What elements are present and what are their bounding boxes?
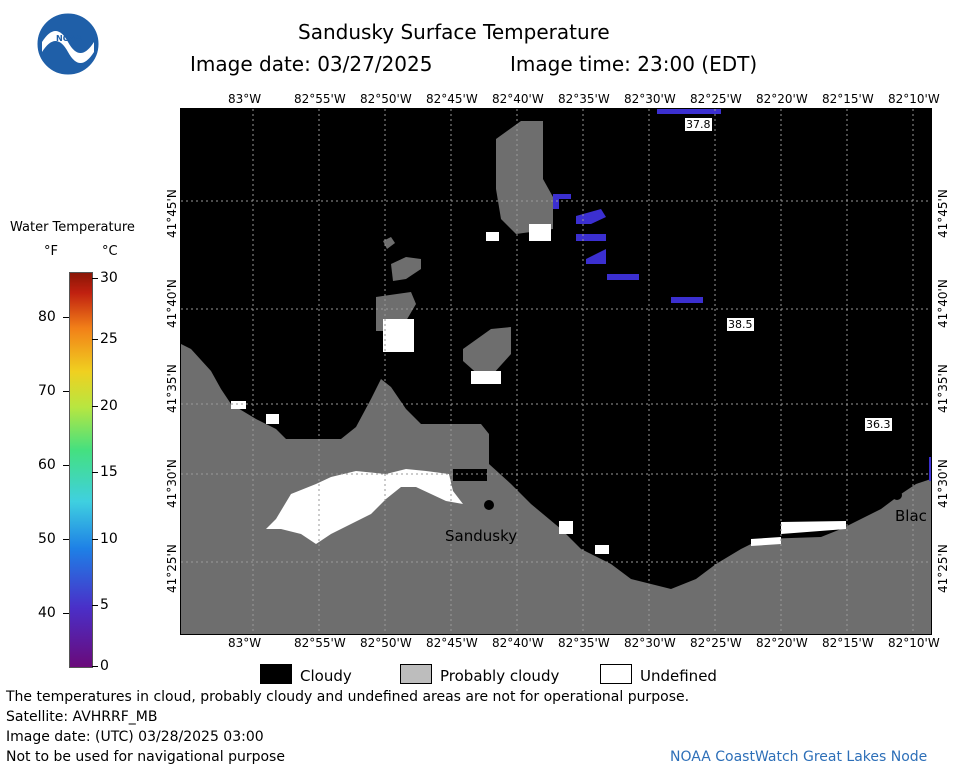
legend-label-probably-cloudy: Probably cloudy xyxy=(440,667,560,685)
latitude-label-right: 41°35'N xyxy=(936,364,950,413)
temp-label-3: 36.3 xyxy=(864,417,893,432)
colorbar-f-tickmark xyxy=(63,613,69,614)
colorbar-c-tick: 25 xyxy=(100,331,118,347)
longitude-label-bottom: 82°35'W xyxy=(558,636,610,650)
footer-utc-date: Image date: (UTC) 03/28/2025 03:00 xyxy=(6,729,264,745)
island-kelleys xyxy=(496,121,553,234)
legend-swatch-probably-cloudy xyxy=(400,664,432,684)
colorbar-c-tickmark xyxy=(92,472,98,473)
latitude-label-right: 41°25'N xyxy=(936,544,950,593)
colorbar xyxy=(69,272,93,668)
longitude-label-bottom: 82°25'W xyxy=(690,636,742,650)
latitude-label-left: 41°40'N xyxy=(165,279,179,328)
graticule xyxy=(181,109,931,634)
longitude-label-top: 82°40'W xyxy=(492,92,544,106)
colorbar-c-tickmark xyxy=(92,539,98,540)
longitude-label-bottom: 82°20'W xyxy=(756,636,808,650)
land-area xyxy=(181,344,931,634)
blac-marker xyxy=(892,490,902,500)
sandusky-marker xyxy=(484,500,494,510)
colorbar-c-tick: 10 xyxy=(100,531,118,547)
longitude-label-bottom: 82°30'W xyxy=(624,636,676,650)
colorbar-c-tickmark xyxy=(92,605,98,606)
longitude-label-top: 82°30'W xyxy=(624,92,676,106)
image-date: Image date: 03/27/2025 xyxy=(190,52,433,76)
colorbar-c-tick: 15 xyxy=(100,464,118,480)
longitude-label-top: 82°45'W xyxy=(426,92,478,106)
colorbar-f-tick: 70 xyxy=(38,383,56,399)
colorbar-title: Water Temperature xyxy=(10,220,135,235)
latitude-label-left: 41°25'N xyxy=(165,544,179,593)
image-time: Image time: 23:00 (EDT) xyxy=(510,52,758,76)
footer-credit: NOAA CoastWatch Great Lakes Node xyxy=(670,749,928,765)
colorbar-f-tickmark xyxy=(63,317,69,318)
latitude-label-left: 41°30'N xyxy=(165,459,179,508)
colorbar-unit-f: °F xyxy=(44,244,58,259)
colorbar-f-tick: 80 xyxy=(38,309,56,325)
longitude-label-top: 83°W xyxy=(228,92,262,106)
colorbar-f-tick: 40 xyxy=(38,605,56,621)
longitude-label-bottom: 82°40'W xyxy=(492,636,544,650)
undefined-area xyxy=(266,469,463,544)
city-label-sandusky: Sandusky xyxy=(445,527,518,545)
longitude-label-top: 82°35'W xyxy=(558,92,610,106)
longitude-label-bottom: 82°55'W xyxy=(294,636,346,650)
latitude-label-left: 41°45'N xyxy=(165,189,179,238)
legend-label-undefined: Undefined xyxy=(640,667,717,685)
logo-text: NOAA xyxy=(56,34,82,43)
temperature-map: Sandusky Blac 37.8 38.5 36.3 xyxy=(180,108,932,635)
legend-swatch-undefined xyxy=(600,664,632,684)
colorbar-unit-c: °C xyxy=(102,244,118,259)
colorbar-f-tickmark xyxy=(63,391,69,392)
longitude-label-top: 82°25'W xyxy=(690,92,742,106)
latitude-label-right: 41°45'N xyxy=(936,189,950,238)
colorbar-c-tick: 5 xyxy=(100,597,109,613)
footer-nav-warning: Not to be used for navigational purpose xyxy=(6,749,285,765)
longitude-label-bottom: 82°10'W xyxy=(888,636,940,650)
colorbar-c-tickmark xyxy=(92,278,98,279)
colorbar-f-tick: 60 xyxy=(38,457,56,473)
longitude-label-top: 82°15'W xyxy=(822,92,874,106)
colorbar-c-tickmark xyxy=(92,666,98,667)
latitude-label-right: 41°30'N xyxy=(936,459,950,508)
page-title: Sandusky Surface Temperature xyxy=(298,20,610,44)
footer-satellite: Satellite: AVHRRF_MB xyxy=(6,709,158,725)
longitude-label-top: 82°55'W xyxy=(294,92,346,106)
map-canvas xyxy=(181,109,931,634)
legend-swatch-cloudy xyxy=(260,664,292,684)
longitude-label-top: 82°20'W xyxy=(756,92,808,106)
longitude-label-bottom: 83°W xyxy=(228,636,262,650)
noaa-logo: NOAA xyxy=(36,12,100,76)
longitude-label-top: 82°50'W xyxy=(360,92,412,106)
temp-label-2: 38.5 xyxy=(726,317,755,332)
longitude-label-top: 82°10'W xyxy=(888,92,940,106)
colorbar-f-tickmark xyxy=(63,539,69,540)
longitude-label-bottom: 82°45'W xyxy=(426,636,478,650)
colorbar-c-tickmark xyxy=(92,339,98,340)
colorbar-f-tick: 50 xyxy=(38,531,56,547)
latitude-label-left: 41°35'N xyxy=(165,364,179,413)
island-bass xyxy=(391,257,421,281)
island-johnson xyxy=(463,327,511,377)
legend-label-cloudy: Cloudy xyxy=(300,667,352,685)
colorbar-c-tickmark xyxy=(92,406,98,407)
temp-label-1: 37.8 xyxy=(684,117,713,132)
colorbar-f-tickmark xyxy=(63,465,69,466)
longitude-label-bottom: 82°50'W xyxy=(360,636,412,650)
city-label-blac: Blac xyxy=(895,507,927,525)
longitude-label-bottom: 82°15'W xyxy=(822,636,874,650)
colorbar-c-tick: 0 xyxy=(100,658,109,674)
footer-disclaimer: The temperatures in cloud, probably clou… xyxy=(6,689,690,705)
colorbar-c-tick: 20 xyxy=(100,398,118,414)
latitude-label-right: 41°40'N xyxy=(936,279,950,328)
colorbar-c-tick: 30 xyxy=(100,270,118,286)
